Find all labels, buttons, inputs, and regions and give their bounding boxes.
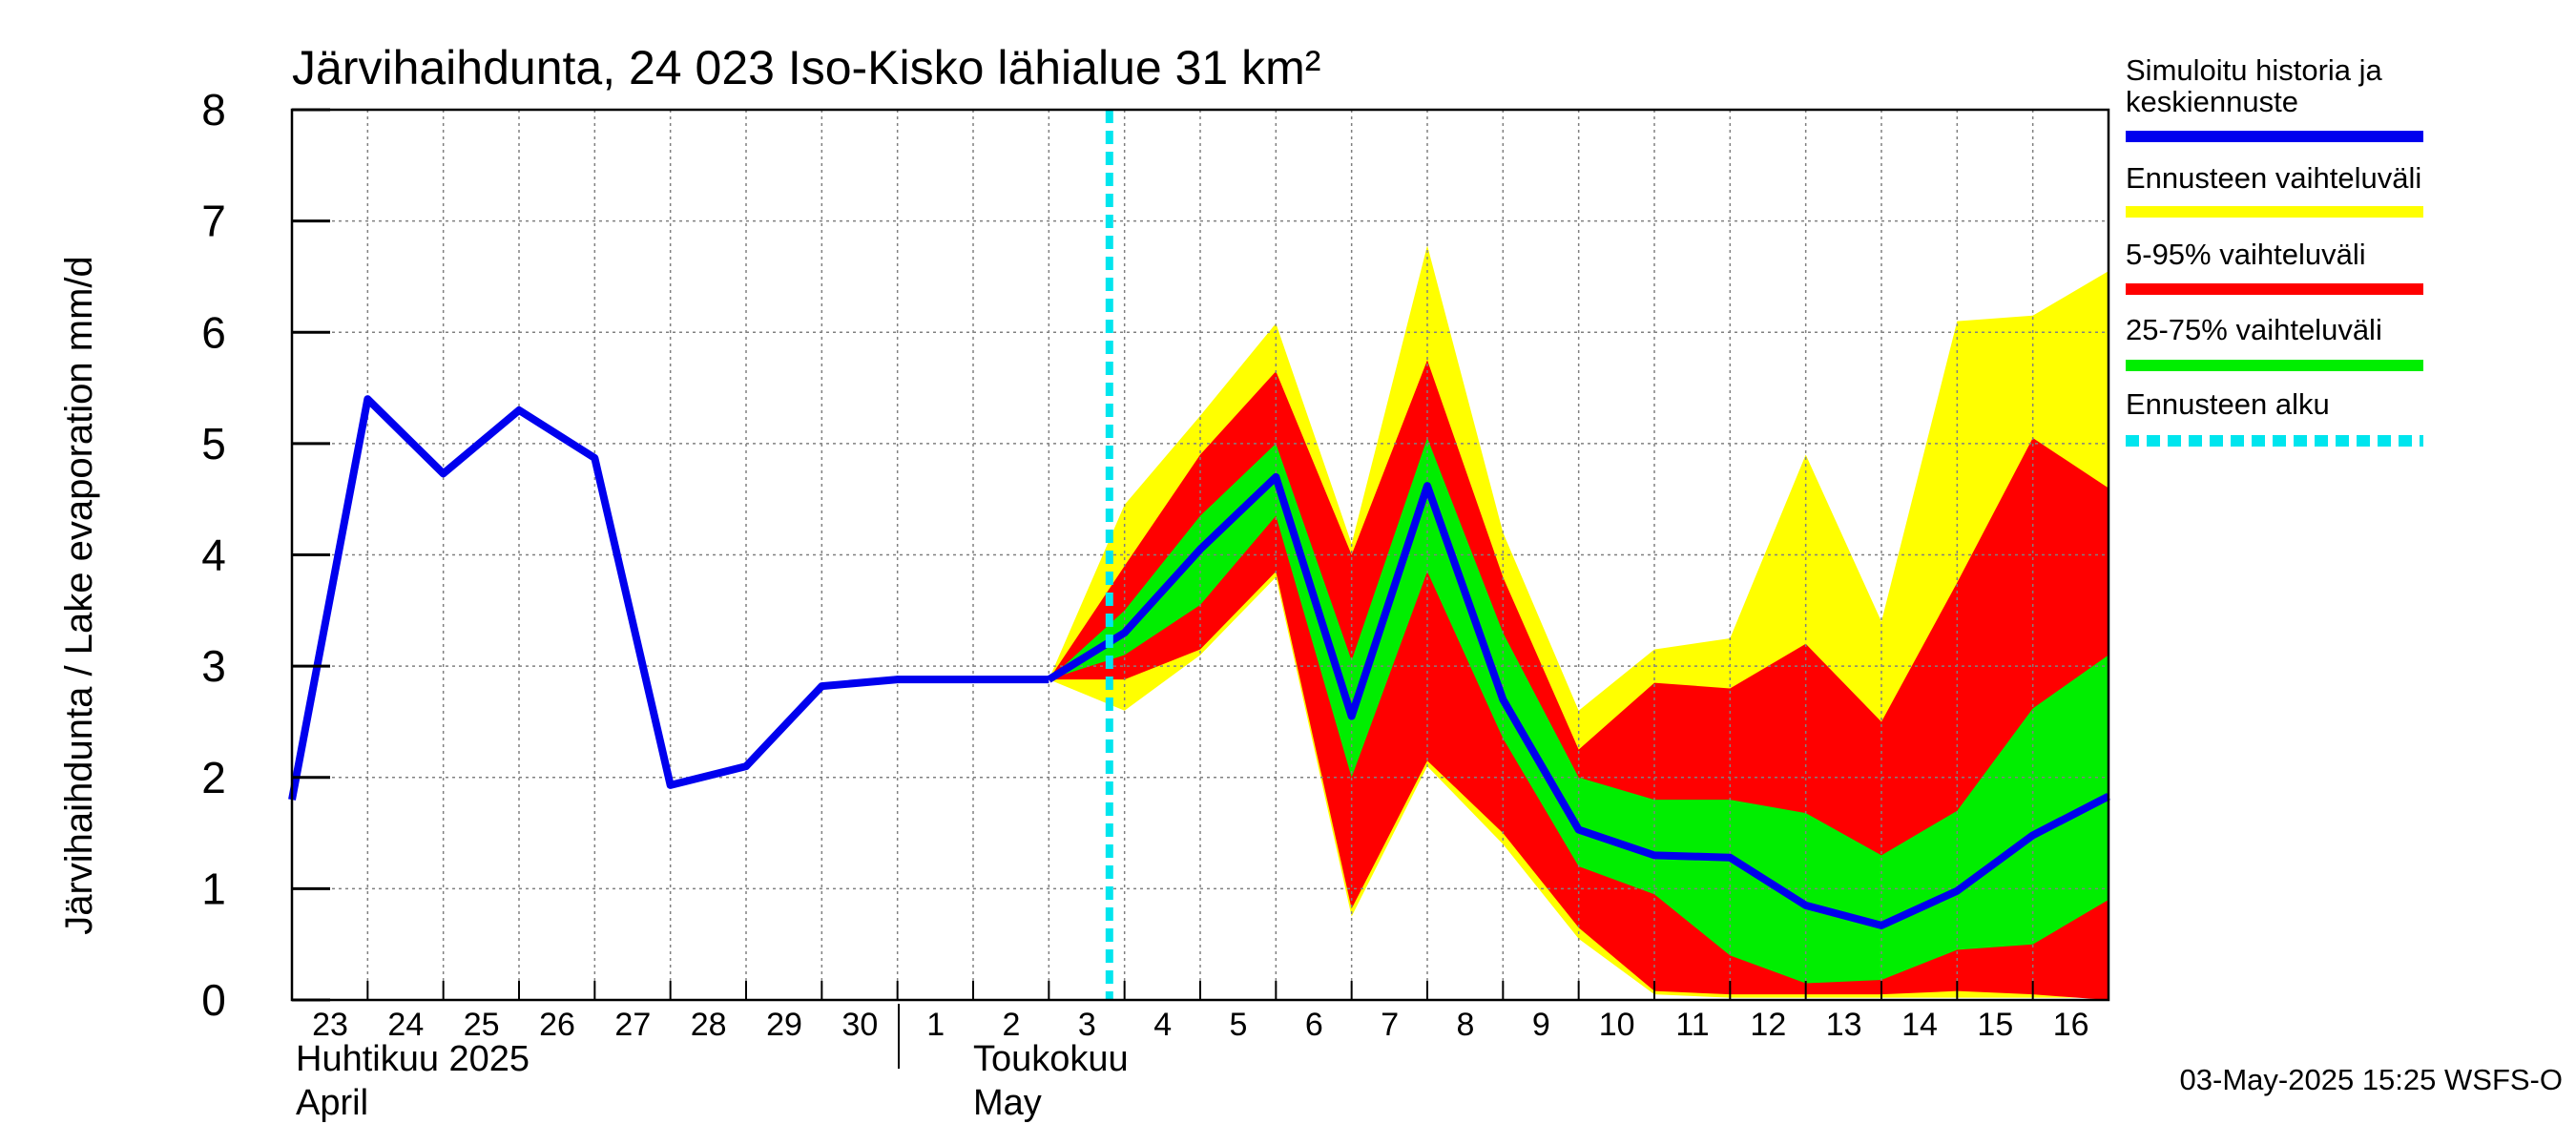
x-tick-label: 29 — [766, 1007, 802, 1043]
y-tick-label: 3 — [201, 641, 226, 691]
y-axis-label: Järvihaihdunta / Lake evaporation mm/d — [58, 256, 100, 935]
series-lines — [288, 110, 2110, 1000]
grid — [291, 109, 2109, 1001]
month-label-april-line1: Huhtikuu 2025 — [296, 1039, 530, 1079]
legend-label: Ennusteen alku — [2126, 387, 2330, 421]
band-25-75 — [1049, 438, 2109, 984]
x-tick-label: 8 — [1457, 1007, 1475, 1043]
x-tick-label: 6 — [1305, 1007, 1323, 1043]
x-tick-label: 27 — [614, 1007, 651, 1043]
x-tick-label: 28 — [691, 1007, 727, 1043]
legend-label-line2: keskiennuste — [2126, 85, 2298, 118]
y-tick-label: 1 — [201, 864, 226, 913]
legend-label: Ennusteen vaihteluväli — [2126, 161, 2421, 195]
footer-timestamp: 03-May-2025 15:25 WSFS-O — [2180, 1063, 2563, 1096]
forecast-bands — [1049, 245, 2109, 1000]
x-ticks: 23 24 25 26 27 28 29 30 1 2 3 4 5 6 7 8 9 10 11 12 13 14 15 16 — [291, 981, 2089, 1043]
x-tick-label: 1 — [926, 1007, 945, 1043]
x-tick-label: 4 — [1153, 1007, 1172, 1043]
y-tick-label: 8 — [201, 85, 226, 135]
x-tick-label: 10 — [1599, 1007, 1635, 1043]
chart-title: Järvihaihdunta, 24 023 Iso-Kisko lähialu… — [292, 41, 1320, 94]
x-tick-label: 2 — [1003, 1007, 1021, 1043]
legend-label: 25-75% vaihteluväli — [2126, 313, 2382, 346]
month-label-may-line2: May — [973, 1083, 1042, 1123]
y-tick-label: 5 — [201, 419, 226, 468]
legend-label: Simuloitu historia ja — [2126, 53, 2383, 87]
y-tick-label: 0 — [201, 975, 226, 1025]
forecast-median-line — [1047, 472, 2110, 929]
y-ticks: 0 1 2 3 4 5 6 7 8 — [201, 85, 330, 1025]
legend-label: 5-95% vaihteluväli — [2126, 238, 2366, 271]
x-tick-label: 13 — [1826, 1007, 1862, 1043]
x-tick-label: 5 — [1230, 1007, 1248, 1043]
x-tick-label: 30 — [841, 1007, 878, 1043]
y-tick-label: 6 — [201, 307, 226, 357]
y-tick-label: 7 — [201, 197, 226, 246]
month-label-april-line2: April — [296, 1083, 368, 1123]
x-tick-label: 14 — [1901, 1007, 1938, 1043]
x-tick-label: 16 — [2053, 1007, 2089, 1043]
x-tick-label: 24 — [387, 1007, 424, 1043]
x-tick-label: 3 — [1078, 1007, 1096, 1043]
x-tick-label: 12 — [1750, 1007, 1786, 1043]
x-tick-label: 23 — [312, 1007, 348, 1043]
x-tick-label: 26 — [539, 1007, 575, 1043]
y-tick-label: 2 — [201, 753, 226, 802]
month-label-may-line1: Toukokuu — [973, 1039, 1129, 1079]
x-tick-label: 9 — [1532, 1007, 1550, 1043]
x-tick-label: 7 — [1381, 1007, 1399, 1043]
x-tick-label: 25 — [464, 1007, 500, 1043]
history-line — [288, 395, 1049, 801]
x-tick-label: 11 — [1675, 1007, 1709, 1043]
x-tick-label: 15 — [1977, 1007, 2013, 1043]
y-tick-label: 4 — [201, 531, 226, 580]
